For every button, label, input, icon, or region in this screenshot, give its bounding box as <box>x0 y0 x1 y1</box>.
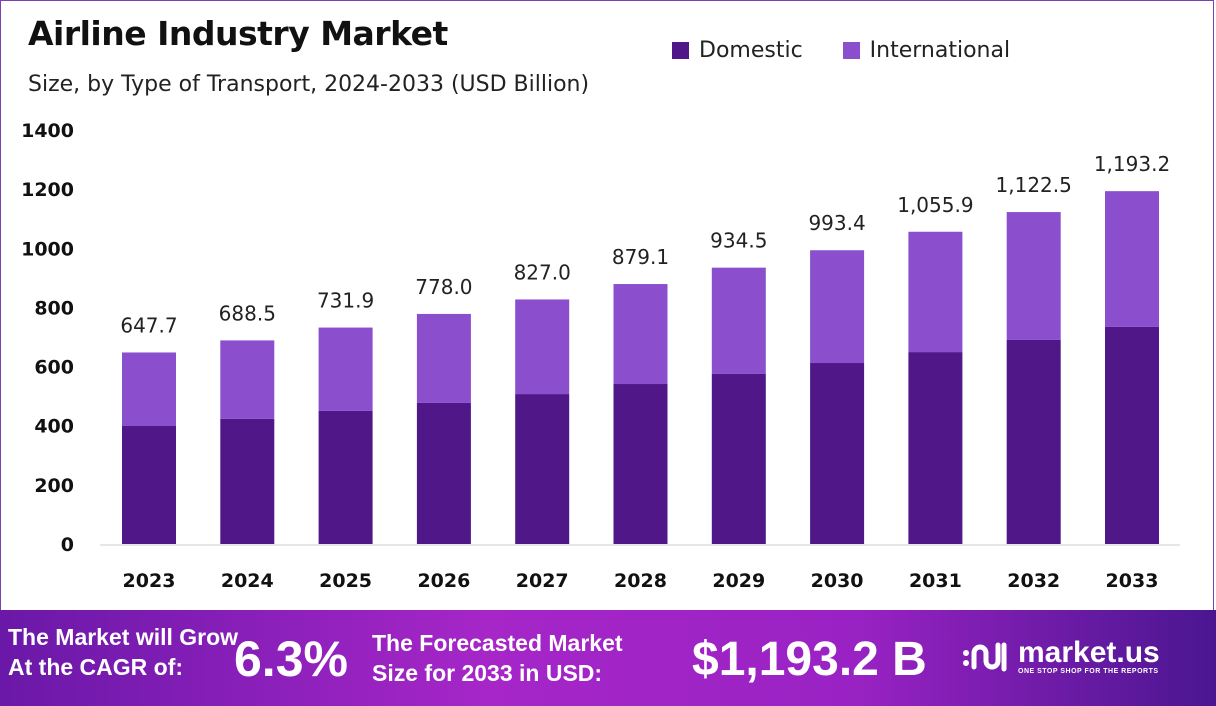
y-tick-label: 1200 <box>21 179 74 201</box>
logo-name: market.us <box>1018 636 1160 669</box>
bar-chart: 0 200 400 600 800 1000 1200 1400 647.7 2023 688.5 2… <box>21 120 1180 592</box>
y-tick-label: 400 <box>34 416 74 438</box>
bar-international-2031 <box>908 231 963 353</box>
x-tick-label: 2025 <box>319 570 372 592</box>
total-label: 827.0 <box>514 260 571 284</box>
bar-international-2033 <box>1105 191 1159 327</box>
x-tick-label: 2029 <box>712 570 765 592</box>
chart-title: Airline Industry Market <box>28 14 448 53</box>
x-tick-label: 2023 <box>123 570 176 592</box>
total-label: 778.0 <box>415 275 472 299</box>
x-tick-label: 2028 <box>614 570 667 592</box>
bar-domestic-2026 <box>416 402 471 544</box>
forecast-label: The Forecasted Market Size for 2033 in US… <box>372 628 623 688</box>
bar-domestic-2032 <box>1006 339 1061 544</box>
logo-tagline: ONE STOP SHOP FOR THE REPORTS <box>1018 668 1159 675</box>
legend-swatch <box>842 42 860 59</box>
y-tick-label: 0 <box>61 534 74 556</box>
forecast-value: $1,193.2 B <box>692 633 927 686</box>
total-label: 879.1 <box>612 245 669 269</box>
forecast-label-line: Size for 2033 in USD: <box>372 660 603 686</box>
total-label: 1,193.2 <box>1094 152 1170 176</box>
y-tick-label: 200 <box>34 475 74 497</box>
bar-international-2026 <box>416 313 471 403</box>
y-tick-label: 800 <box>34 297 74 319</box>
y-tick-label: 600 <box>34 357 74 379</box>
bar-domestic-2030 <box>810 363 865 544</box>
bar-international-2025 <box>318 327 373 411</box>
legend-swatch <box>672 42 689 59</box>
x-tick-label: 2033 <box>1106 570 1159 592</box>
x-tick-label: 2032 <box>1007 570 1060 592</box>
bar-domestic-2029 <box>711 373 766 544</box>
bar-international-2030 <box>810 250 865 364</box>
bar-domestic-2033 <box>1105 326 1159 544</box>
bar-domestic-2028 <box>613 384 668 544</box>
market-us-logo: market.us ONE STOP SHOP FOR THE REPORTS <box>962 638 1160 675</box>
bar-international-2032 <box>1006 212 1061 340</box>
x-tick-label: 2027 <box>516 570 569 592</box>
total-label: 688.5 <box>219 301 276 325</box>
y-tick-label: 1400 <box>21 120 74 142</box>
total-label: 731.9 <box>317 289 374 313</box>
legend-label: Domestic <box>699 38 803 63</box>
bar-international-2028 <box>613 284 668 385</box>
total-label: 647.7 <box>120 313 177 337</box>
cagr-label-line: At the CAGR of: <box>8 654 184 680</box>
chart-subtitle: Size, by Type of Transport, 2024-2033 (U… <box>28 72 590 97</box>
legend: Domestic International <box>672 38 1010 63</box>
legend-item-domestic: Domestic <box>672 38 803 63</box>
x-tick-label: 2031 <box>909 570 962 592</box>
bar-domestic-2025 <box>318 410 373 544</box>
total-label: 993.4 <box>808 211 865 235</box>
total-label: 934.5 <box>710 229 767 253</box>
bar-domestic-2031 <box>908 352 963 544</box>
bar-international-2029 <box>711 267 766 374</box>
x-tick-label: 2024 <box>221 570 274 592</box>
bar-international-2027 <box>515 299 570 395</box>
logo-icon <box>963 642 1007 671</box>
total-label: 1,055.9 <box>897 193 973 217</box>
bar-international-2024 <box>220 340 275 419</box>
bar-domestic-2024 <box>220 418 275 544</box>
y-tick-label: 1000 <box>21 238 74 260</box>
x-tick-label: 2026 <box>417 570 470 592</box>
cagr-label-line: The Market will Grow <box>8 624 239 650</box>
total-label: 1,122.5 <box>996 173 1072 197</box>
cagr-value: 6.3% <box>234 631 348 687</box>
cagr-label: The Market will Grow At the CAGR of: <box>8 622 238 682</box>
bar-domestic-2027 <box>515 394 570 544</box>
chart-frame <box>0 0 1214 610</box>
x-tick-label: 2030 <box>811 570 864 592</box>
footer-banner: The Market will Grow At the CAGR of: 6.3%… <box>0 610 1216 706</box>
bar-international-2023 <box>122 352 176 427</box>
bar-domestic-2023 <box>122 426 176 544</box>
forecast-label-line: The Forecasted Market <box>372 630 623 656</box>
legend-label: International <box>869 38 1011 63</box>
legend-item-international: International <box>842 38 1011 63</box>
